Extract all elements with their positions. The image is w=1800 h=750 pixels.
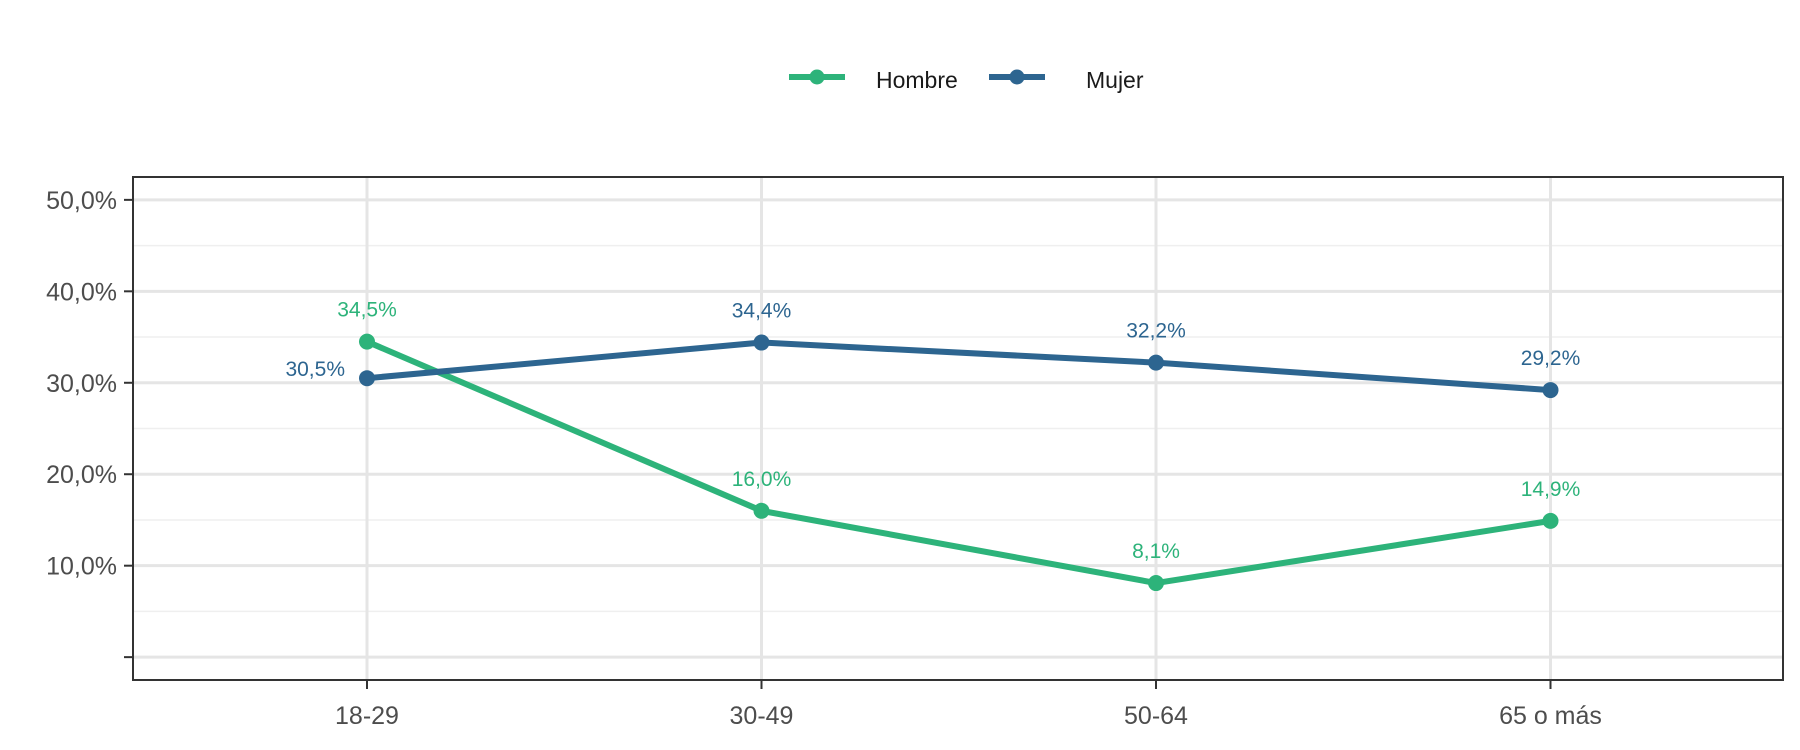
data-label-hombre: 8,1% (1132, 540, 1180, 563)
data-point-hombre (359, 333, 375, 350)
series-line-hombre (364, 338, 1554, 587)
legend-item-mujer: Mujer (989, 67, 1144, 93)
grid-major (133, 177, 1783, 680)
y-axis: 10,0% 20,0% 30,0% 40,0% 50,0% (46, 187, 133, 659)
data-point-mujer (359, 370, 375, 387)
y-tick-label: 40,0% (46, 278, 117, 306)
data-point-hombre (1542, 512, 1559, 529)
data-label-mujer: 29,2% (1521, 347, 1581, 370)
data-label-mujer: 30,5% (285, 358, 345, 381)
series-line-mujer (364, 339, 1554, 394)
data-point-hombre (753, 502, 770, 519)
legend-label-mujer: Mujer (1086, 67, 1144, 93)
x-tick-label: 18-29 (335, 702, 399, 730)
series-layer: 34,5% 16,0% 8,1% 14,9% 30,5% 34,4% 32,2% 29,2% (285, 299, 1581, 592)
legend-marker-mujer (1009, 69, 1025, 85)
legend-item-hombre: Hombre (789, 67, 958, 93)
data-label-hombre: 14,9% (1521, 478, 1581, 501)
y-tick-label: 30,0% (46, 370, 117, 398)
data-point-mujer (1148, 354, 1164, 371)
data-label-mujer: 32,2% (1126, 320, 1186, 343)
data-point-mujer (753, 334, 770, 351)
x-axis: 18-29 30-49 50-64 65 o más (335, 680, 1602, 730)
panel-border (132, 176, 1784, 681)
data-label-hombre: 34,5% (337, 299, 397, 322)
legend-marker-hombre (809, 69, 825, 85)
x-tick-label: 30-49 (730, 702, 794, 730)
grid-minor (133, 244, 1783, 613)
data-point-mujer (1542, 382, 1559, 399)
x-tick-label: 65 o más (1499, 702, 1602, 730)
data-label-hombre: 16,0% (732, 468, 792, 491)
y-tick-label: 10,0% (46, 553, 117, 581)
legend: Hombre Mujer (789, 67, 1144, 93)
x-tick-label: 50-64 (1124, 702, 1188, 730)
data-point-hombre (1148, 575, 1164, 592)
data-label-mujer: 34,4% (732, 300, 792, 323)
y-tick-label: 50,0% (46, 187, 117, 215)
legend-label-hombre: Hombre (876, 67, 958, 93)
y-tick-label: 20,0% (46, 461, 117, 489)
